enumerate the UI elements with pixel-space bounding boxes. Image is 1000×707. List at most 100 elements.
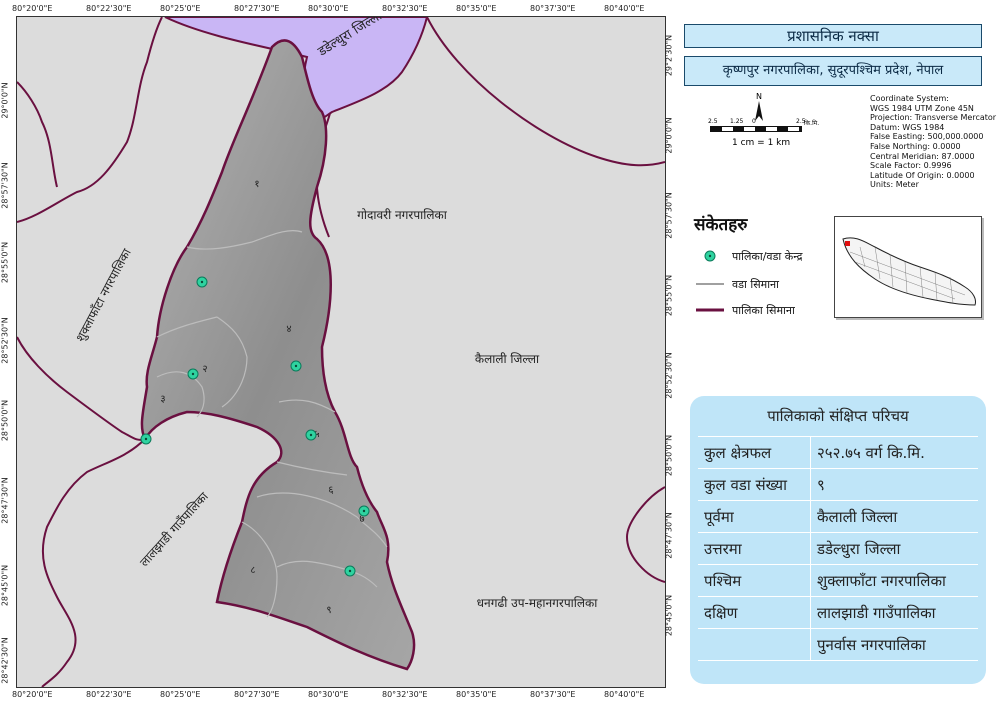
coordinate-info-line: Scale Factor: 0.9996 — [870, 161, 952, 171]
scale-tick-label: 1.25 — [730, 118, 744, 125]
profile-row: दक्षिण लालझाडी गाउँपालिका — [698, 596, 978, 629]
neighbor-boundary-west — [17, 17, 163, 223]
legend-municipality-boundary: पालिका सिमाना — [694, 300, 795, 320]
profile-key: उत्तरमा — [698, 532, 811, 565]
ward-centers — [140, 276, 370, 577]
latitude-tick-label: 28°50'0"N — [664, 434, 674, 477]
ward-center-icon[interactable] — [305, 429, 317, 441]
profile-row: पुनर्वास नगरपालिका — [698, 628, 978, 661]
legend-ward-boundary: वडा सिमाना — [694, 274, 779, 294]
profile-row: उत्तरमा डडेल्धुरा जिल्ला — [698, 532, 978, 565]
longitude-tick-label: 80°40'0"E — [604, 690, 645, 699]
latitude-tick-label: 28°52'30"N — [0, 317, 10, 364]
latitude-tick-label: 28°42'30"N — [0, 637, 10, 684]
profile-value: डडेल्धुरा जिल्ला — [810, 532, 978, 565]
profile-value: २५२.७५ वर्ग कि.मि. — [810, 436, 978, 469]
profile-table: कुल क्षेत्रफल २५२.७५ वर्ग कि.मि. कुल वडा स… — [698, 436, 978, 661]
boundary-line-east — [426, 17, 665, 167]
map-subtitle: कृष्णपुर नगरपालिका, सुदूरपश्चिम प्रदेश, … — [684, 56, 982, 86]
latitude-tick-label: 28°50'0"N — [0, 399, 10, 442]
coordinate-info-line: Projection: Transverse Mercator — [870, 113, 997, 123]
latitude-tick-label: 28°55'0"N — [0, 241, 10, 284]
longitude-tick-label: 80°22'30"E — [86, 4, 132, 13]
profile-value: ९ — [810, 468, 978, 501]
coordinate-info-line: Datum: WGS 1984 — [870, 122, 945, 132]
latitude-tick-label: 28°45'0"N — [664, 594, 674, 637]
municipality-boundary-line-icon — [694, 300, 726, 320]
longitude-tick-label: 80°37'30"E — [530, 690, 576, 699]
label-kailali: कैलाली जिल्ला — [475, 352, 540, 366]
scale-bar: 2.5 1.25 0 2.5 कि.मि. 1 cm = 1 km — [708, 118, 820, 148]
coordinate-info-line: Coordinate System: — [870, 94, 949, 103]
scale-tick-label: 0 — [752, 118, 756, 125]
profile-key: कुल क्षेत्रफल — [698, 436, 811, 469]
municipality-krishnapur[interactable] — [140, 39, 416, 671]
nepal-outline-icon — [842, 237, 976, 306]
ward-center-icon[interactable] — [140, 433, 152, 445]
ward-label-1: १ — [254, 179, 259, 190]
longitude-tick-label: 80°32'30"E — [382, 690, 428, 699]
map-canvas[interactable]: डडेल्धुरा जिल्ला गोदावरी नगरपालिका कैलाल… — [17, 17, 665, 687]
ward-center-icon[interactable] — [196, 276, 208, 288]
boundary-line-southeast — [625, 486, 665, 583]
map-title: प्रशासनिक नक्सा — [684, 24, 982, 48]
profile-value: कैलाली जिल्ला — [810, 500, 978, 533]
latitude-tick-label: 29°0'0"N — [664, 117, 674, 154]
longitude-tick-label: 80°35'0"E — [456, 4, 497, 13]
latitude-tick-label: 28°45'0"N — [0, 564, 10, 607]
ward-center-icon[interactable] — [344, 565, 356, 577]
ward-boundaries — [156, 230, 388, 618]
profile-key: कुल वडा संख्या — [698, 468, 811, 501]
municipality-profile-panel: पालिकाको संक्षिप्त परिचय कुल क्षेत्रफल २५… — [690, 396, 986, 684]
coordinate-info-line: False Easting: 500,000.0000 — [870, 132, 984, 142]
scale-tick-label: 2.5 — [796, 118, 806, 125]
ward-center-icon — [694, 246, 726, 266]
latitude-tick-label: 28°55'0"N — [664, 274, 674, 317]
longitude-tick-label: 80°32'30"E — [382, 4, 428, 13]
ward-label-9: ९ — [326, 605, 331, 616]
coordinate-info-line: False Northing: 0.0000 — [870, 141, 961, 151]
profile-row: पश्चिम शुक्लाफाँटा नगरपालिका — [698, 564, 978, 597]
coordinate-info-line: WGS 1984 UTM Zone 45N — [870, 103, 974, 113]
scale-tick-label: 2.5 — [708, 118, 718, 125]
ward-label-3: ३ — [160, 394, 165, 405]
profile-row: कुल वडा संख्या ९ — [698, 468, 978, 501]
coordinate-info-line: Latitude Of Origin: 0.0000 — [870, 170, 975, 180]
profile-value: लालझाडी गाउँपालिका — [810, 596, 978, 629]
ward-boundary-line-icon — [694, 274, 726, 294]
map-frame[interactable]: डडेल्धुरा जिल्ला गोदावरी नगरपालिका कैलाल… — [16, 16, 666, 688]
label-dhangadhi: धनगढी उप-महानगरपालिका — [477, 596, 599, 610]
longitude-tick-label: 80°20'0"E — [12, 4, 53, 13]
legend-title: संकेतहरु — [694, 215, 748, 235]
ward-label-8: ८ — [250, 565, 255, 576]
longitude-tick-label: 80°37'30"E — [530, 4, 576, 13]
longitude-tick-label: 80°20'0"E — [12, 690, 53, 699]
ward-center-icon[interactable] — [290, 360, 302, 372]
longitude-tick-label: 80°22'30"E — [86, 690, 132, 699]
north-arrow-icon: N — [752, 92, 766, 122]
longitude-tick-label: 80°27'30"E — [234, 690, 280, 699]
neighbor-boundary-far-west — [17, 81, 58, 188]
latitude-tick-label: 29°0'0"N — [0, 82, 10, 119]
profile-value: शुक्लाफाँटा नगरपालिका — [810, 564, 978, 597]
coordinate-info-line: Units: Meter — [870, 180, 919, 190]
profile-key: पूर्वमा — [698, 500, 811, 533]
legend-ward-center: पालिका/वडा केन्द्र — [694, 246, 802, 266]
label-godawari: गोदावरी नगरपालिका — [357, 208, 448, 222]
profile-key: दक्षिण — [698, 596, 811, 629]
coordinate-info-line: Central Meridian: 87.0000 — [870, 151, 975, 161]
longitude-tick-label: 80°30'0"E — [308, 690, 349, 699]
ward-label-7: ७ — [359, 514, 364, 525]
profile-key: पश्चिम — [698, 564, 811, 597]
latitude-tick-label: 29°2'30"N — [664, 34, 674, 77]
longitude-tick-label: 80°30'0"E — [308, 4, 349, 13]
longitude-tick-label: 80°25'0"E — [160, 4, 201, 13]
profile-title: पालिकाको संक्षिप्त परिचय — [767, 407, 909, 425]
ward-center-icon[interactable] — [187, 368, 199, 380]
locator-inset-map[interactable] — [834, 216, 982, 318]
coordinate-system-info: Coordinate System: WGS 1984 UTM Zone 45N P… — [870, 94, 996, 190]
ward-label-2: २ — [202, 364, 207, 375]
ward-label-5: ५ — [314, 429, 319, 440]
ward-label-4: ४ — [286, 324, 291, 335]
ward-center-icon[interactable] — [358, 505, 370, 517]
